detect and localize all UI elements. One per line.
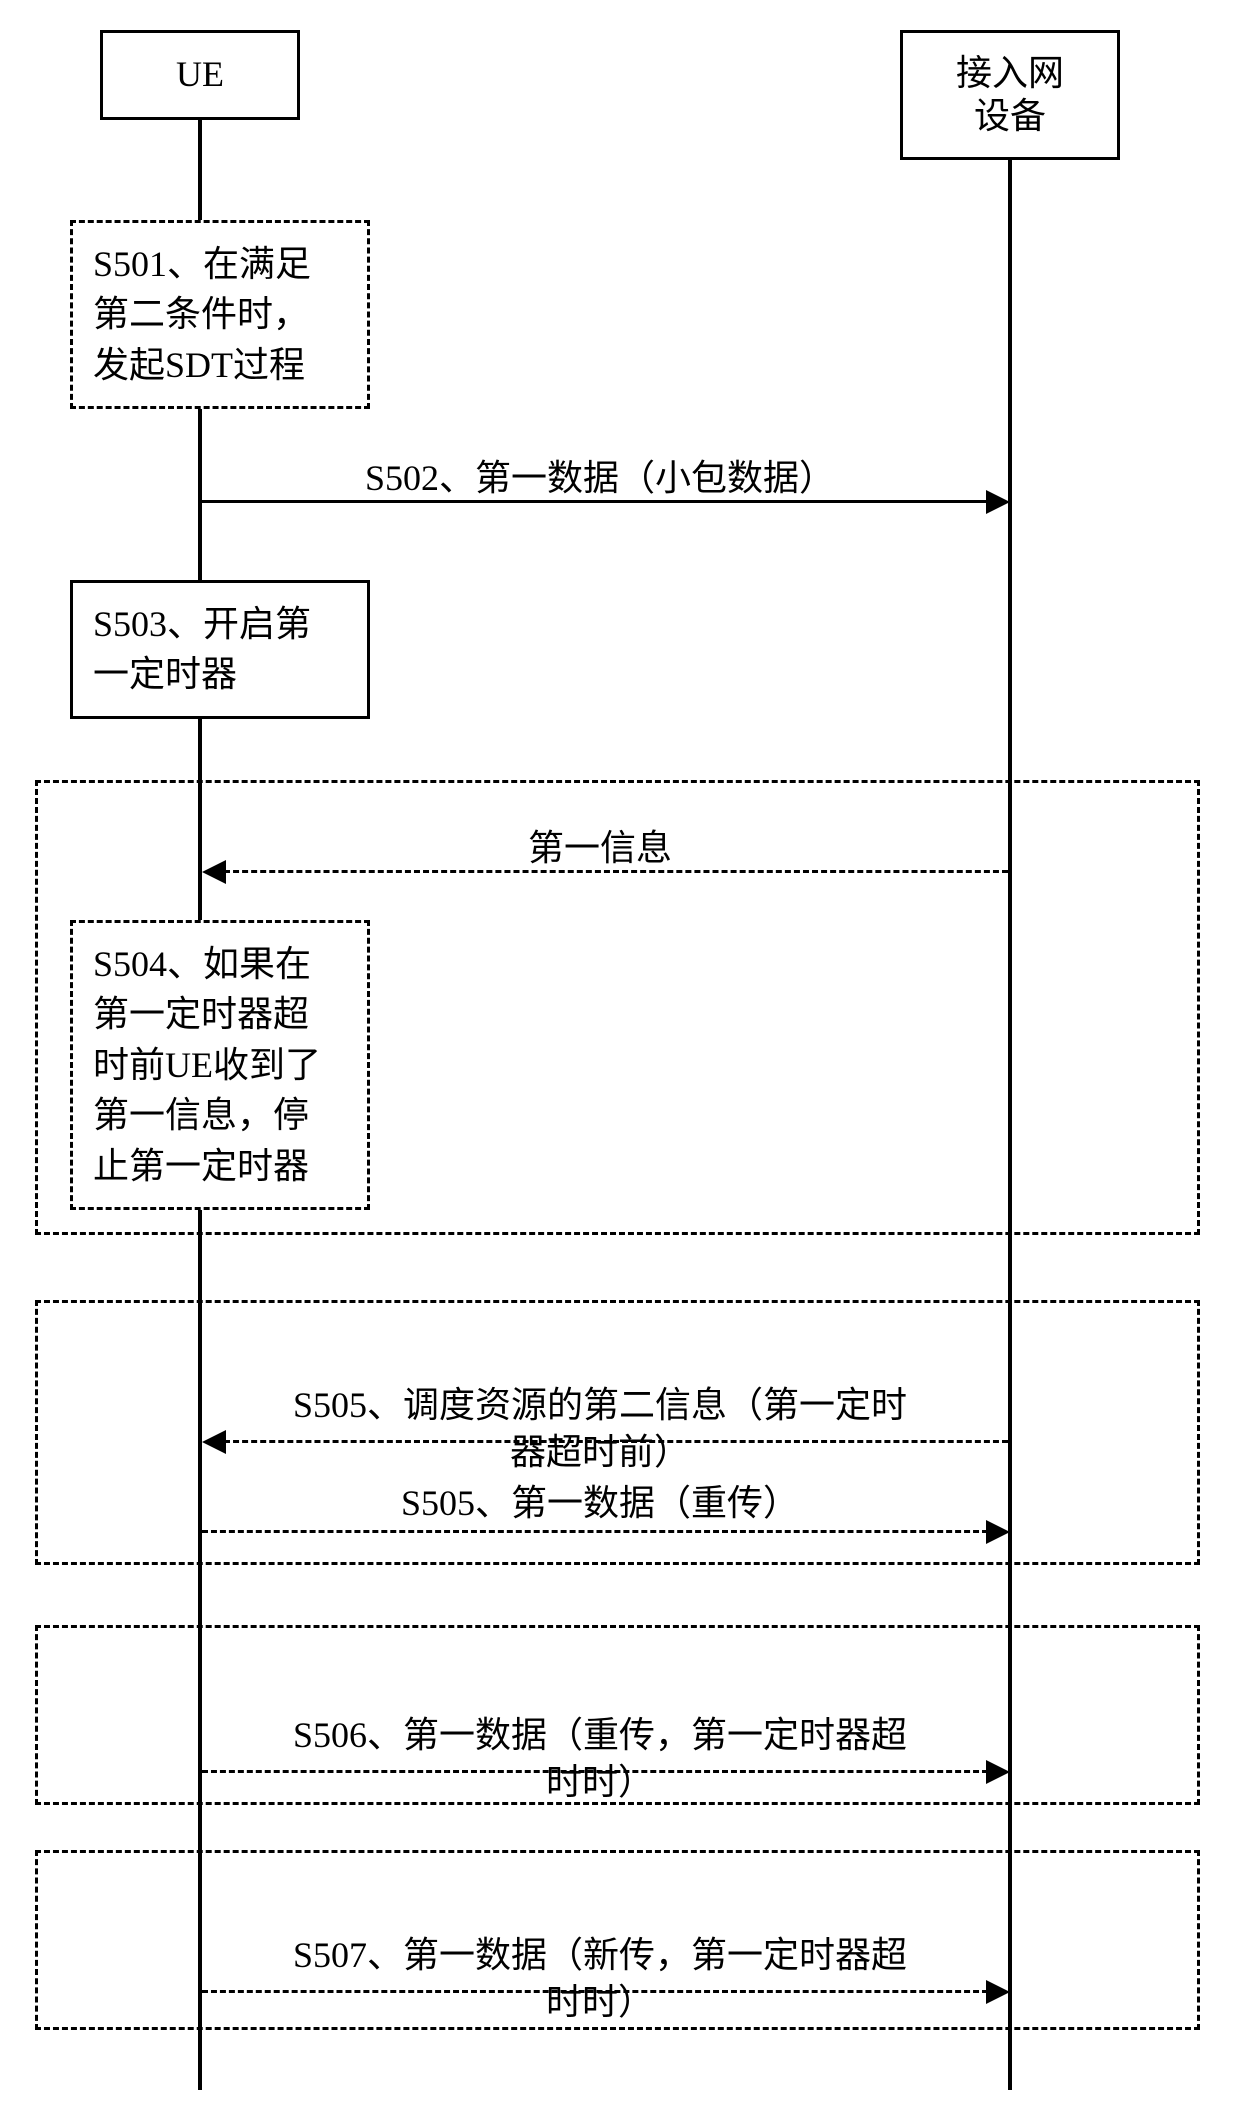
- msg-s505a-line: [224, 1440, 1008, 1443]
- msg-s505a-arrow: [202, 1430, 226, 1454]
- msg-firstinfo-arrow: [202, 860, 226, 884]
- participant-ue: UE: [100, 30, 300, 120]
- msg-s502-label: S502、第一数据（小包数据）: [250, 455, 950, 502]
- msg-s507-label: S507、第一数据（新传，第一定时器超 时时）: [250, 1885, 950, 2025]
- msg-s506-label: S506、第一数据（重传，第一定时器超 时时）: [250, 1665, 950, 1805]
- msg-firstinfo-label: 第一信息: [400, 825, 800, 872]
- msg-s506-line: [202, 1770, 988, 1773]
- msg-s505b-arrow: [986, 1520, 1010, 1544]
- msg-s505b-label: S505、第一数据（重传）: [250, 1480, 950, 1527]
- participant-ue-label: UE: [176, 53, 224, 96]
- msg-s507-arrow: [986, 1980, 1010, 2004]
- step-s501-text: S501、在满足 第二条件时， 发起SDT过程: [93, 244, 311, 385]
- msg-s507-line: [202, 1990, 988, 1993]
- step-s503: S503、开启第 一定时器: [70, 580, 370, 719]
- msg-s502-line: [202, 500, 992, 503]
- msg-firstinfo-line: [224, 870, 1008, 873]
- participant-ran-label: 接入网 设备: [956, 52, 1064, 138]
- msg-s502-arrow: [986, 490, 1010, 514]
- msg-s506-arrow: [986, 1760, 1010, 1784]
- step-s503-text: S503、开启第 一定时器: [93, 604, 311, 694]
- step-s501: S501、在满足 第二条件时， 发起SDT过程: [70, 220, 370, 409]
- msg-s505b-line: [202, 1530, 988, 1533]
- msg-s505a-label: S505、调度资源的第二信息（第一定时 器超时前）: [250, 1335, 950, 1475]
- participant-ran: 接入网 设备: [900, 30, 1120, 160]
